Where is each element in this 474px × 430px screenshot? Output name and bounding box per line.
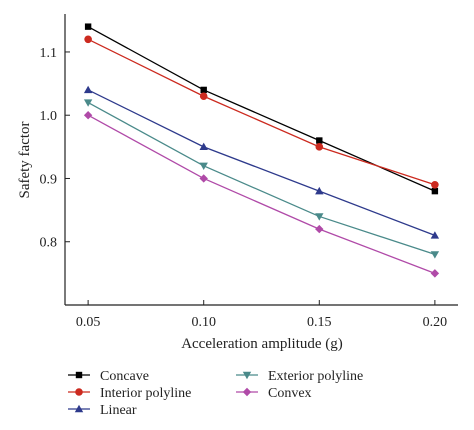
legend-label: Convex — [268, 386, 312, 401]
data-point — [75, 388, 83, 396]
x-axis: 0.05 0.10 0.15 0.20 — [76, 300, 447, 330]
data-point — [84, 23, 92, 30]
legend-label: Linear — [100, 403, 137, 418]
data-point — [83, 85, 93, 94]
y-axis-label: Safety factor — [17, 121, 33, 198]
series-exterior-polyline — [83, 99, 440, 259]
data-point — [242, 387, 252, 397]
data-point — [242, 371, 252, 380]
plot-frame — [64, 14, 458, 306]
data-point — [199, 162, 208, 171]
y-tick-label: 0.8 — [40, 236, 58, 251]
series-layer — [83, 23, 440, 278]
series-line — [87, 101, 436, 256]
legend-item: Interior polyline — [68, 386, 191, 401]
x-tick-label: 0.20 — [423, 315, 448, 330]
data-point — [316, 137, 323, 144]
legend: Concave Interior polyline Linear Exterior p… — [68, 369, 363, 418]
x-tick-label: 0.05 — [76, 315, 101, 330]
series-line — [87, 38, 436, 186]
x-axis-label: Acceleration amplitude (g) — [181, 336, 343, 352]
x-tick-label: 0.15 — [307, 315, 332, 330]
data-point — [315, 213, 324, 221]
data-point — [75, 371, 83, 379]
data-point — [430, 231, 440, 239]
y-axis: 0.8 0.9 1.0 1.1 — [40, 46, 70, 251]
y-tick-label: 1.0 — [40, 109, 58, 124]
data-point — [84, 35, 92, 44]
data-point — [430, 251, 440, 259]
data-point — [430, 269, 440, 278]
legend-item: Exterior polyline — [236, 369, 363, 384]
data-point — [199, 142, 208, 151]
x-tick-label: 0.10 — [191, 315, 216, 330]
series-convex — [83, 111, 440, 278]
data-point — [199, 92, 208, 101]
series-line — [87, 26, 436, 192]
legend-item: Concave — [68, 369, 149, 384]
y-tick-label: 0.9 — [40, 172, 58, 187]
series-linear — [83, 85, 440, 239]
legend-item: Linear — [68, 403, 137, 418]
series-interior-polyline — [84, 35, 439, 189]
legend-item: Convex — [236, 386, 312, 401]
data-point — [74, 404, 84, 413]
legend-label: Concave — [100, 369, 149, 384]
data-point — [431, 181, 439, 189]
data-point — [315, 186, 324, 195]
data-point — [199, 174, 208, 183]
series-line — [87, 89, 436, 237]
data-point — [200, 86, 207, 94]
data-point — [315, 143, 324, 151]
series-line — [87, 114, 436, 274]
legend-label: Exterior polyline — [268, 369, 363, 384]
data-point — [315, 224, 324, 234]
y-tick-label: 1.1 — [40, 46, 58, 61]
legend-label: Interior polyline — [100, 386, 191, 401]
data-point — [83, 99, 93, 107]
data-point — [83, 111, 93, 120]
data-point — [431, 187, 439, 195]
